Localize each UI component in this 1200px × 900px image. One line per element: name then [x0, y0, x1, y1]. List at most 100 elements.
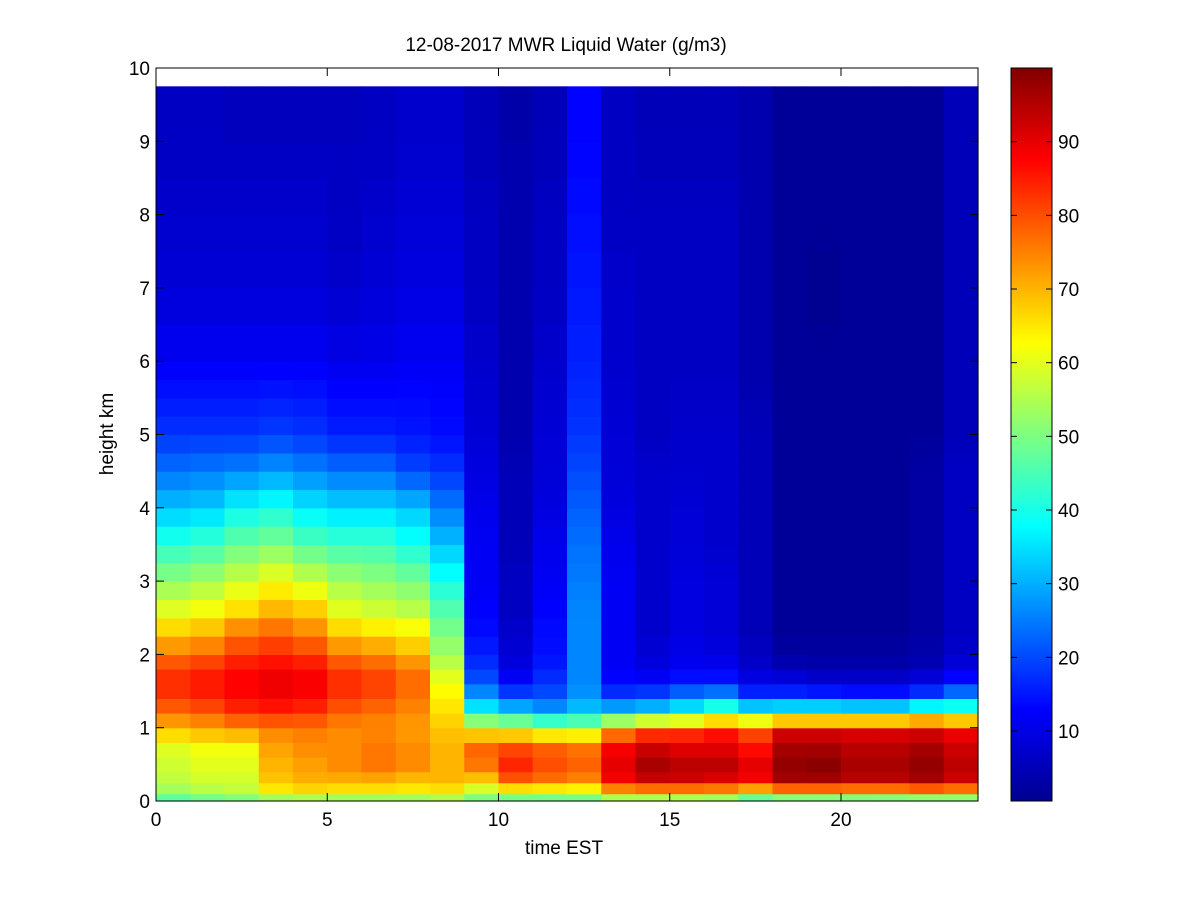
heatmap-cell — [909, 742, 945, 758]
heatmap-cell — [293, 177, 328, 216]
heatmap-cell — [464, 683, 500, 699]
heatmap-cell — [327, 581, 363, 601]
heatmap-cell — [601, 742, 637, 758]
heatmap-cell — [190, 489, 226, 509]
heatmap-cell — [430, 654, 465, 670]
heatmap-cell — [224, 86, 260, 142]
heatmap-cell — [909, 669, 945, 685]
heatmap-cell — [464, 214, 500, 252]
heatmap-cell — [601, 771, 637, 784]
heatmap-cell — [156, 771, 191, 784]
heatmap-cell — [395, 727, 431, 743]
heatmap-cell — [601, 581, 637, 601]
heatmap-cell — [875, 86, 911, 142]
heatmap-cell — [224, 727, 260, 743]
heatmap-cell — [532, 507, 568, 527]
heatmap-cell — [772, 669, 808, 685]
heatmap-cell — [327, 562, 363, 582]
heatmap-cell — [190, 434, 226, 454]
heatmap-cell — [704, 287, 739, 326]
heatmap-cell — [532, 177, 568, 216]
heatmap-cell — [738, 452, 774, 472]
heatmap-cell — [669, 617, 705, 637]
heatmap-cell — [635, 742, 671, 758]
heatmap-cell — [567, 416, 602, 436]
heatmap-cell — [361, 713, 397, 729]
heatmap-cell — [909, 562, 945, 582]
heatmap-cell — [806, 544, 842, 564]
heatmap-cell — [943, 544, 979, 564]
heatmap-cell — [430, 507, 465, 527]
heatmap-cell — [943, 683, 979, 699]
heatmap-cell — [258, 489, 294, 509]
heatmap-cell — [258, 177, 294, 216]
heatmap-cell — [738, 771, 774, 784]
heatmap-cell — [430, 416, 465, 436]
heatmap-cell — [841, 654, 876, 670]
y-tick-label: 0 — [139, 792, 150, 813]
heatmap-cell — [464, 581, 500, 601]
heatmap-cell — [498, 581, 534, 601]
heatmap-cell — [224, 141, 260, 179]
heatmap-cell — [841, 581, 876, 601]
heatmap-cell — [395, 544, 431, 564]
heatmap-cell — [464, 507, 500, 527]
heatmap-cell — [224, 397, 260, 417]
heatmap-cell — [875, 434, 911, 454]
heatmap-cell — [738, 636, 774, 655]
heatmap-cell — [841, 177, 876, 216]
heatmap-cell — [635, 361, 671, 381]
heatmap-cell — [669, 757, 705, 773]
heatmap-cell — [258, 683, 294, 699]
heatmap-cell — [704, 669, 739, 685]
heatmap-cell — [601, 434, 637, 454]
heatmap-cell — [704, 361, 739, 381]
heatmap-cell — [395, 214, 431, 252]
heatmap-cell — [327, 544, 363, 564]
heatmap-cell — [430, 526, 465, 546]
heatmap-cell — [841, 599, 876, 619]
heatmap-cell — [909, 599, 945, 619]
heatmap-cell — [464, 669, 500, 685]
heatmap-cell — [669, 379, 705, 399]
heatmap-cell — [327, 683, 363, 699]
heatmap-cell — [327, 452, 363, 472]
heatmap-cell — [498, 636, 534, 655]
heatmap-cell — [498, 507, 534, 527]
heatmap-cell — [395, 742, 431, 758]
heatmap-cell — [361, 757, 397, 773]
heatmap-cell — [190, 86, 226, 142]
heatmap-cell — [704, 683, 739, 699]
heatmap-cell — [293, 771, 328, 784]
heatmap-cell — [635, 287, 671, 326]
heatmap-cell — [806, 287, 842, 326]
heatmap-cell — [327, 713, 363, 729]
x-tick-label: 0 — [151, 810, 162, 831]
heatmap-cells — [156, 86, 979, 802]
heatmap-cell — [875, 599, 911, 619]
heatmap-cell — [464, 636, 500, 655]
heatmap-cell — [806, 452, 842, 472]
heatmap-cell — [909, 287, 945, 326]
heatmap-cell — [635, 397, 671, 417]
heatmap-cell — [772, 782, 808, 795]
heatmap-cell — [224, 771, 260, 784]
heatmap-cell — [704, 654, 739, 670]
heatmap-cell — [224, 287, 260, 326]
heatmap-cell — [806, 636, 842, 655]
heatmap-cell — [943, 361, 979, 381]
heatmap-cell — [258, 742, 294, 758]
heatmap-cell — [464, 742, 500, 758]
heatmap-cell — [669, 562, 705, 582]
heatmap-cell — [601, 324, 637, 362]
heatmap-cell — [635, 698, 671, 714]
heatmap-cell — [430, 452, 465, 472]
heatmap-cell — [943, 669, 979, 685]
heatmap-cell — [361, 793, 397, 802]
heatmap-cell — [156, 698, 191, 714]
heatmap-cell — [567, 793, 602, 802]
heatmap-cell — [395, 782, 431, 795]
heatmap-cell — [772, 526, 808, 546]
heatmap-cell — [293, 683, 328, 699]
heatmap-cell — [190, 544, 226, 564]
